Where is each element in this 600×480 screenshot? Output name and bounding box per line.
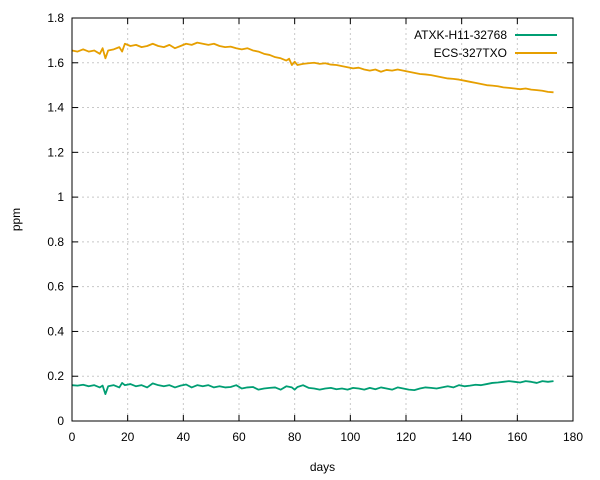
x-tick-label: 120 [396,430,416,444]
y-tick-label: 1.4 [47,101,64,115]
x-tick-label: 40 [177,430,191,444]
y-tick-label: 1.8 [47,11,64,25]
y-axis-label: ppm [9,208,23,231]
x-tick-label: 60 [232,430,246,444]
y-tick-label: 1 [57,190,64,204]
y-tick-label: 0.2 [47,369,64,383]
y-tick-label: 1.6 [47,56,64,70]
x-axis-label: days [310,460,335,474]
y-tick-label: 0.8 [47,235,64,249]
y-tick-label: 1.2 [47,145,64,159]
x-tick-label: 20 [121,430,135,444]
series-line-0 [71,380,554,396]
grid [72,18,573,421]
plot-lines [71,41,554,396]
y-tick-label: 0.6 [47,280,64,294]
legend-label-0: ATXK-H11-32768 [414,28,507,42]
x-tick-label: 80 [288,430,302,444]
series-line-1 [71,41,554,94]
axis-ticks: 0 20 40 60 80 100 120 140 160 180 0 0.2 0.4 0.6 0.8 1 1.… [47,11,583,444]
y-tick-label: 0 [57,414,64,428]
y-tick-label: 0.4 [47,324,64,338]
x-tick-label: 180 [563,430,583,444]
x-tick-label: 140 [452,430,472,444]
legend: ATXK-H11-32768 ECS-327TXO [414,28,557,60]
x-tick-label: 100 [340,430,360,444]
legend-label-1: ECS-327TXO [434,46,507,60]
x-tick-label: 160 [507,430,527,444]
x-tick-label: 0 [69,430,76,444]
plot-frame [71,17,574,422]
